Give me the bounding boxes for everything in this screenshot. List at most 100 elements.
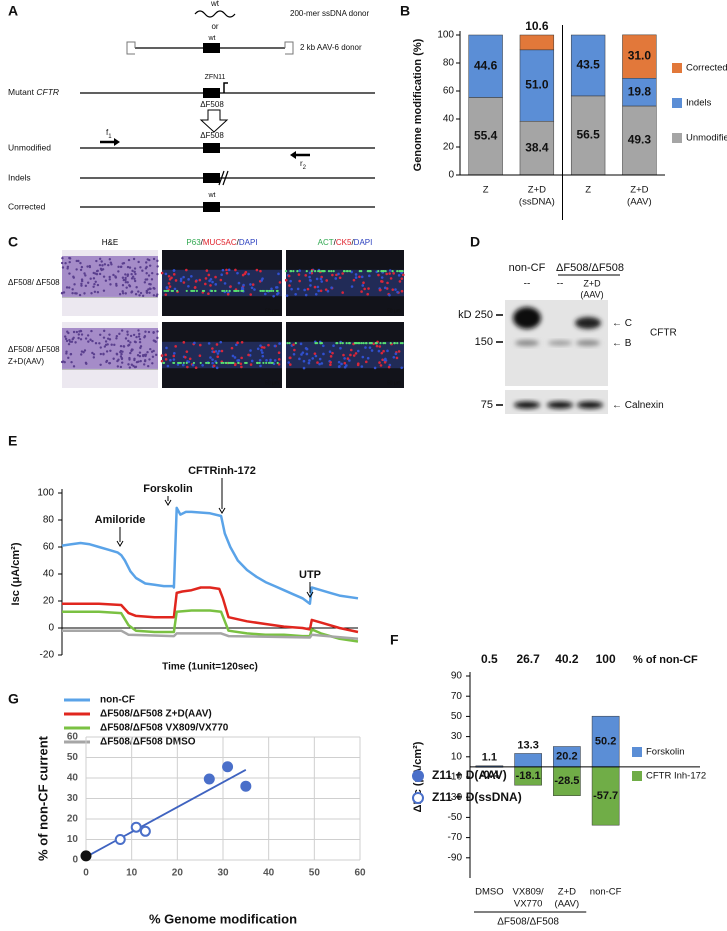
header-part: / [334,238,337,247]
signal [262,289,265,293]
signal [211,358,214,361]
arrow [199,109,229,133]
signal [256,347,260,351]
band-label: C [625,318,632,329]
signal [194,280,198,283]
signal [381,270,384,273]
signal [373,366,377,370]
nucleus [68,340,72,343]
signal [362,281,365,285]
signal [269,289,273,293]
signal [172,269,176,272]
nucleus [143,353,147,357]
nucleus [122,261,126,265]
signal [349,353,352,357]
y-tick-label: 20 [443,142,455,153]
nucleus [115,352,119,356]
signal [164,272,168,276]
signal [216,355,220,359]
signal [382,342,385,345]
label: r [300,159,303,168]
nucleus [119,344,123,348]
signal [233,356,237,359]
signal [164,358,168,361]
nucleus [64,262,67,265]
signal [191,363,195,367]
signal [172,358,176,361]
signal [361,284,365,287]
signal [164,293,168,296]
signal [202,289,206,293]
signal [358,342,361,345]
nucleus [87,340,90,343]
signal [285,294,289,297]
y-tick-label: 80 [43,515,55,526]
signal [240,289,243,293]
nucleus [156,265,159,268]
x-tick-label: Z [483,185,489,196]
signal [400,289,404,293]
nucleus [77,259,80,263]
arrow: ← [612,318,625,329]
signal [213,289,217,293]
signal [287,361,291,364]
header-part: / [237,238,240,247]
signal [179,361,182,365]
signal [260,279,264,282]
value-label: 50.2 [595,735,616,747]
signal [401,273,405,277]
nucleus [90,292,93,295]
signal [386,349,389,353]
point [203,773,215,785]
signal [331,351,334,355]
signal [341,291,344,294]
signal [307,361,311,365]
signal [292,343,295,346]
nucleus [64,337,68,341]
nucleus [138,354,142,358]
exon [203,173,220,183]
signal [187,284,190,288]
nucleus [139,359,142,363]
nucleus [80,282,83,286]
signal [160,359,164,363]
signal [366,270,369,273]
signal [385,272,389,276]
value-label: 43.5 [576,58,600,72]
signal [209,284,212,287]
series-line [62,609,359,643]
signal [185,268,188,272]
mw-label: 150 [475,336,493,348]
nucleus [65,286,69,289]
signal [352,278,356,282]
legend-marker [412,792,424,804]
signal [167,274,171,278]
value-label: 49.3 [628,133,652,147]
signal [315,277,319,281]
signal [386,281,389,285]
column-header: ACT/CK5/DAPI [318,238,373,247]
nucleus [141,294,145,298]
nucleus [104,279,108,282]
scale-bar-label: 50 μm [387,308,401,314]
nucleus [144,330,147,333]
signal [207,361,211,365]
nucleus [135,286,138,289]
signal [236,271,239,275]
label: Mutant [8,87,35,97]
signal [278,342,281,345]
signal [396,342,399,345]
value-label: 10.6 [525,19,549,33]
y-axis-label: Isc (μA/cm²) [10,542,22,605]
signal [204,282,207,286]
y-axis-label: Genome modification (%) [412,38,424,171]
signal [302,366,306,370]
signal [396,270,399,273]
nucleus [126,330,129,333]
nucleus [133,279,137,283]
nucleus [138,294,141,297]
nucleus [119,350,122,354]
label: wt [208,192,216,199]
signal [345,270,349,273]
signal [199,361,202,365]
